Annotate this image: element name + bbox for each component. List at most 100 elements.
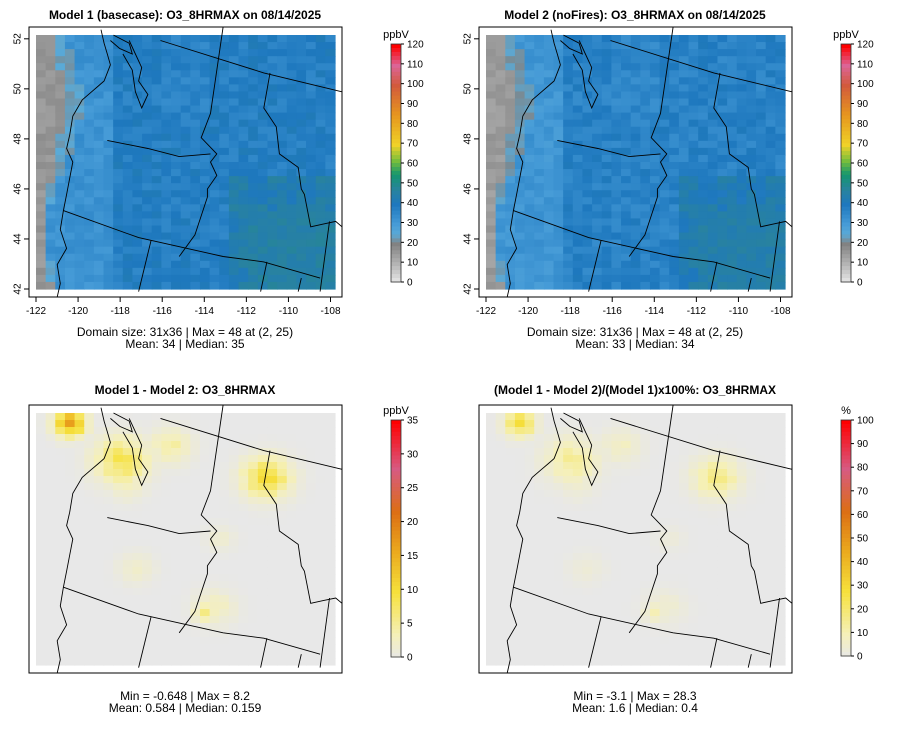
heatmap-cell [151,35,162,43]
heatmap-cell [601,567,612,575]
colorbar-segment [841,569,851,574]
heatmap-cell [727,588,738,596]
heatmap-cell [142,105,153,114]
heatmap-cell [103,518,114,526]
heatmap-cell [151,232,162,241]
heatmap-cell [122,567,134,575]
heatmap-cell [84,469,95,477]
heatmap-cell [495,511,506,519]
colorbar-segment [841,636,851,641]
colorbar-segment [391,451,401,457]
colorbar-segment [841,530,851,535]
heatmap-cell [630,154,641,163]
heatmap-cell [64,651,76,659]
heatmap-cell [486,274,497,283]
heatmap-cell [611,490,622,498]
heatmap-cell [582,77,593,85]
heatmap-cell [296,616,307,624]
heatmap-cell [582,140,593,149]
colorbar-segment [391,87,401,93]
state-boundaries [506,404,793,674]
heatmap-cell [678,455,690,463]
heatmap-cell [228,637,240,645]
heatmap-cell [219,98,230,107]
heatmap-cell [103,70,114,78]
heatmap-cell [649,218,661,227]
colorbar-segment [391,182,401,188]
heatmap-cell [621,518,632,526]
boundary-line [588,240,602,292]
heatmap-cell [543,70,555,78]
heatmap-cell [630,274,641,283]
heatmap-cell [267,246,278,255]
heatmap-cell [678,105,690,114]
heatmap-cell [630,553,641,561]
heatmap-cell [122,147,134,156]
heatmap-cell [524,35,535,43]
heatmap-cell [180,112,191,121]
heatmap-cell [180,567,191,575]
heatmap-cell [649,651,661,659]
heatmap-cell [267,281,278,290]
heatmap-cell [286,504,298,512]
heatmap-cell [277,260,288,269]
heatmap-cell [209,162,220,170]
heatmap-cell [142,63,153,71]
heatmap-cell [190,525,201,533]
heatmap-cell [199,448,211,456]
heatmap-cell [582,63,593,71]
heatmap-cell [209,462,220,470]
heatmap-cell [103,49,114,57]
heatmap-cell [238,595,249,603]
heatmap-cell [698,651,709,659]
heatmap-cell [171,253,182,262]
heatmap-cell [228,49,240,57]
heatmap-cell [132,497,143,505]
heatmap-cell [592,176,603,184]
heatmap-cell [765,455,776,463]
heatmap-cell [486,84,497,93]
heatmap-cell [505,420,516,428]
heatmap-cell [219,504,230,512]
heatmap-cell [325,98,336,107]
heatmap-cell [514,119,526,128]
heatmap-cell [93,483,105,491]
heatmap-cell [534,476,545,484]
heatmap-cell [621,658,632,666]
heatmap-cell [180,140,191,149]
heatmap-cell [727,651,738,659]
heatmap-cell [286,190,298,198]
heatmap-cell [199,490,211,498]
heatmap-cell [64,637,76,645]
heatmap-cell [534,567,545,575]
heatmap-cell [736,225,748,234]
heatmap-cell [698,490,709,498]
colorbar-tick-label: 50 [857,534,869,545]
heatmap-cell [678,260,690,269]
heatmap-cell [505,504,516,512]
heatmap-cell [84,658,95,666]
colorbar-segment [841,463,851,468]
heatmap-cell [161,413,172,421]
heatmap-cell [296,427,307,435]
heatmap-cell [142,420,153,428]
heatmap-cell [669,176,680,184]
heatmap-cell [267,616,278,624]
heatmap-cell [688,574,699,582]
heatmap-cell [486,126,497,135]
heatmap-cell [238,441,249,449]
heatmap-cell [190,281,201,290]
heatmap-cell [171,504,182,512]
heatmap-cell [707,581,719,589]
heatmap-cell [534,630,545,638]
heatmap-cell [296,267,307,276]
heatmap-cell [640,105,651,114]
heatmap-cell [486,112,497,121]
heatmap-cell [514,140,526,149]
heatmap-cell [103,35,114,43]
heatmap-cell [659,539,670,547]
heatmap-cell [248,483,259,491]
boundary-line [769,221,780,292]
colorbar-segment [841,222,851,228]
